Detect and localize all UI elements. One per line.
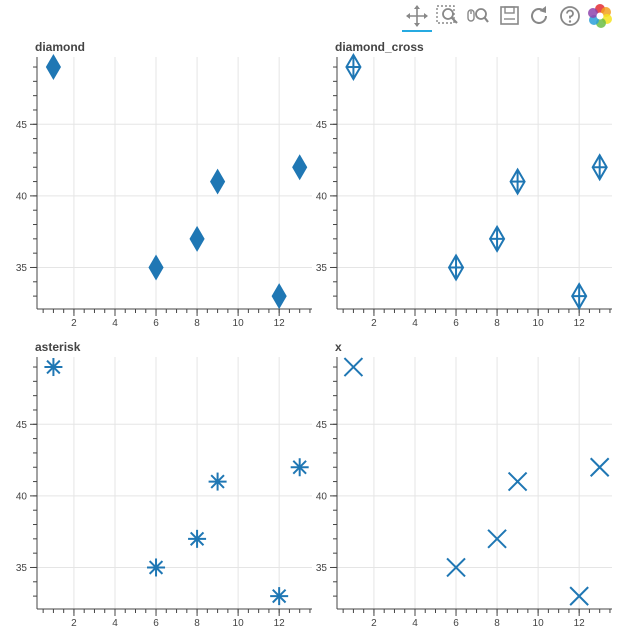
- pan-icon[interactable]: [402, 3, 432, 32]
- x-tick-label: 4: [112, 318, 118, 329]
- data-point-diamond: [210, 168, 226, 195]
- reset-icon[interactable]: [526, 3, 552, 29]
- y-tick-label: 45: [316, 420, 328, 431]
- data-point-diamond-cross: [488, 224, 506, 253]
- data-point-diamond: [148, 254, 164, 281]
- x-tick-label: 2: [71, 318, 77, 329]
- x-tick-label: 10: [533, 618, 545, 629]
- data-point-x: [487, 529, 507, 549]
- data-point-asterisk: [188, 529, 207, 548]
- toolbar: [0, 0, 622, 32]
- data-point-asterisk: [290, 458, 309, 477]
- x-tick-label: 12: [274, 318, 286, 329]
- x-tick-label: 10: [533, 318, 545, 329]
- x-tick-label: 10: [233, 318, 245, 329]
- chart-title: asterisk: [35, 340, 81, 354]
- x-tick-label: 2: [371, 618, 377, 629]
- data-point-asterisk: [44, 358, 63, 377]
- y-tick-label: 45: [16, 420, 28, 431]
- y-tick-label: 45: [16, 120, 28, 131]
- chart-diamond[interactable]: diamond 2 4 6 8 10 12 35 40 45: [16, 40, 312, 329]
- x-tick-label: 6: [453, 318, 459, 329]
- data-point-diamond: [189, 225, 205, 252]
- data-point-asterisk: [208, 472, 227, 491]
- x-tick-label: 2: [371, 318, 377, 329]
- chart-title: diamond_cross: [335, 40, 424, 54]
- data-point-asterisk: [270, 587, 289, 606]
- y-tick-label: 40: [316, 191, 328, 202]
- data-point-diamond-cross: [447, 253, 465, 282]
- data-point-x: [569, 586, 589, 606]
- data-point-asterisk: [147, 558, 166, 577]
- data-point-diamond: [45, 54, 61, 81]
- x-tick-label: 8: [194, 318, 200, 329]
- chart-title: x: [335, 340, 342, 354]
- y-tick-label: 40: [316, 491, 328, 502]
- x-tick-label: 12: [274, 618, 286, 629]
- data-point-diamond-cross: [345, 53, 362, 82]
- wheel-zoom-icon[interactable]: [465, 3, 491, 29]
- y-tick-label: 40: [16, 191, 28, 202]
- y-tick-label: 35: [316, 263, 328, 274]
- data-point-diamond-cross: [509, 167, 526, 196]
- data-point-x: [343, 357, 364, 377]
- data-point-diamond: [271, 283, 287, 310]
- bokeh-logo-icon[interactable]: [587, 3, 613, 29]
- y-tick-label: 45: [316, 120, 328, 131]
- x-tick-label: 6: [153, 618, 159, 629]
- data-point-diamond: [292, 154, 308, 181]
- x-tick-label: 4: [412, 318, 418, 329]
- data-point-x: [589, 457, 610, 477]
- chart-x[interactable]: x 2 4 6 8 10 12 35 40 45: [316, 340, 612, 629]
- x-tick-label: 12: [574, 618, 586, 629]
- x-tick-label: 2: [71, 618, 77, 629]
- y-tick-label: 40: [16, 491, 28, 502]
- data-point-diamond-cross: [591, 153, 608, 182]
- x-tick-label: 8: [494, 318, 500, 329]
- x-tick-label: 12: [574, 318, 586, 329]
- chart-title: diamond: [35, 40, 85, 54]
- x-tick-label: 6: [153, 318, 159, 329]
- save-icon[interactable]: [497, 3, 523, 29]
- y-tick-label: 35: [16, 563, 28, 574]
- data-point-x: [446, 557, 466, 578]
- chart-diamond-cross[interactable]: diamond_cross 2 4 6 8 10 12 35 40 45: [316, 40, 612, 329]
- box-zoom-icon[interactable]: [434, 3, 460, 29]
- y-tick-label: 35: [16, 263, 28, 274]
- chart-asterisk[interactable]: asterisk 2 4 6 8 10 12 35 40 45: [16, 340, 312, 629]
- x-tick-label: 4: [112, 618, 118, 629]
- x-tick-label: 4: [412, 618, 418, 629]
- data-point-diamond-cross: [571, 282, 588, 311]
- data-point-x: [507, 471, 528, 492]
- x-tick-label: 6: [453, 618, 459, 629]
- x-tick-label: 8: [194, 618, 200, 629]
- y-tick-label: 35: [316, 563, 328, 574]
- x-tick-label: 10: [233, 618, 245, 629]
- help-icon[interactable]: [557, 3, 583, 29]
- x-tick-label: 8: [494, 618, 500, 629]
